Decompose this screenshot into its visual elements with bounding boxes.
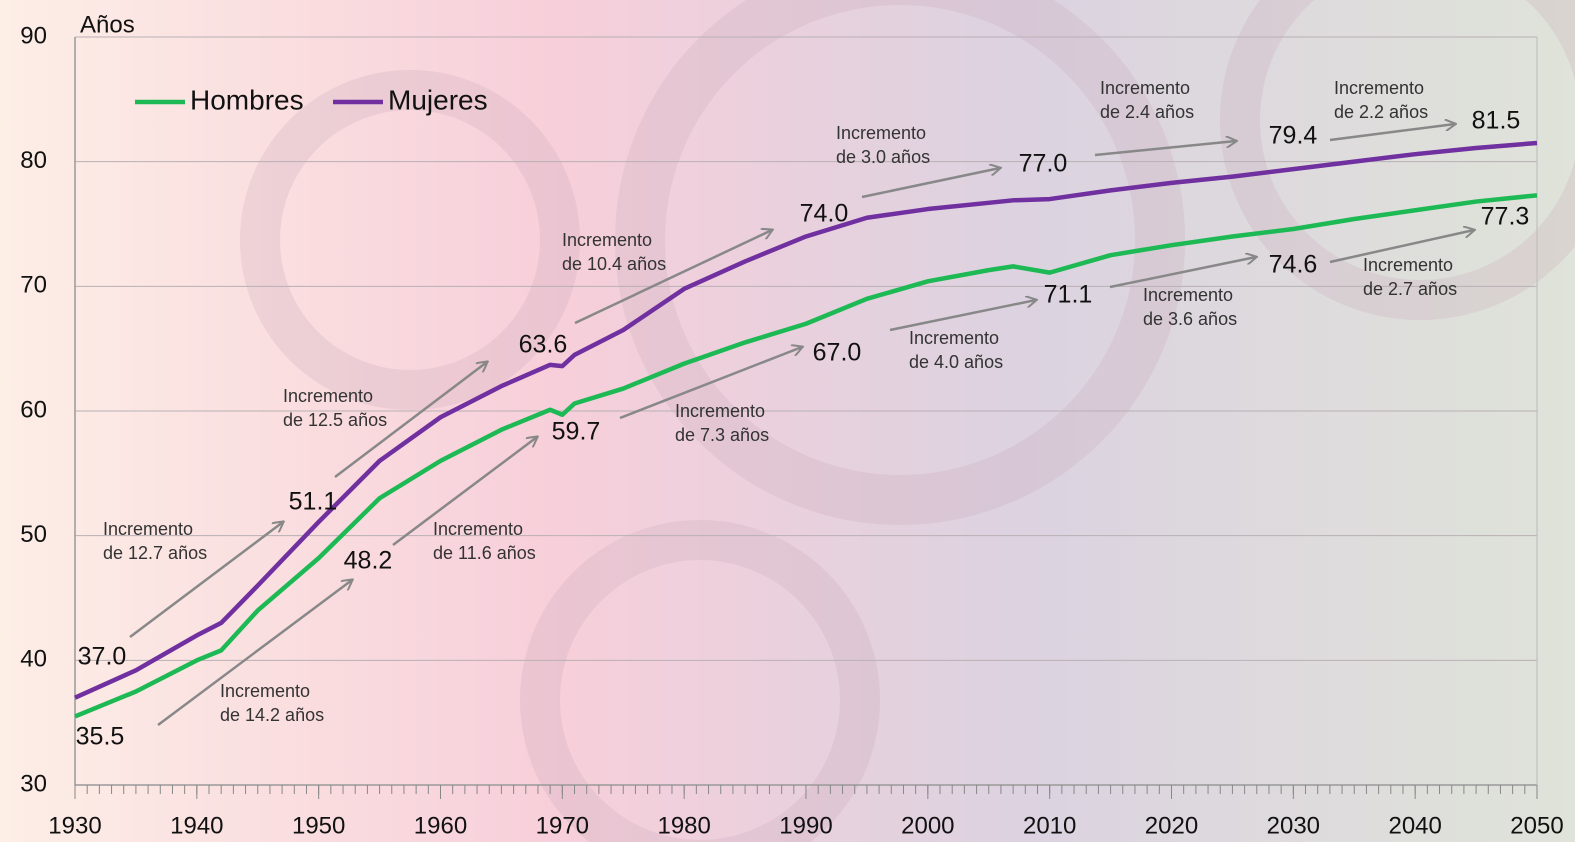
annotation: de 7.3 años xyxy=(675,425,769,445)
annotation: de 4.0 años xyxy=(909,352,1003,372)
gear-decoration xyxy=(240,0,1575,842)
annotation: Incremento xyxy=(1334,78,1424,98)
data-label: 71.1 xyxy=(1044,281,1093,309)
annotation-arrow xyxy=(1109,257,1256,289)
annotation: Incremento xyxy=(909,328,999,348)
annotation: de 2.2 años xyxy=(1334,102,1428,122)
annotation-arrow xyxy=(157,580,352,727)
annotation-arrow xyxy=(392,437,537,546)
legend-label: Hombres xyxy=(190,84,304,115)
annotation: de 2.4 años xyxy=(1100,102,1194,122)
x-tick-label: 1930 xyxy=(48,812,101,839)
annotation-arrow xyxy=(889,300,1036,332)
x-tick-label: 1960 xyxy=(414,812,467,839)
annotation: de 11.6 años xyxy=(433,543,536,563)
annotation: de 10.4 años xyxy=(562,254,666,274)
annotation-arrow xyxy=(1329,230,1474,264)
annotation: Incremento xyxy=(836,123,926,143)
annotation: Incremento xyxy=(103,519,193,539)
data-label: 79.4 xyxy=(1269,122,1318,150)
x-tick-label: 2050 xyxy=(1510,812,1563,839)
annotation: de 3.6 años xyxy=(1143,309,1237,329)
data-label: 51.1 xyxy=(289,488,338,516)
annotation: de 3.0 años xyxy=(836,147,930,167)
y-tick-label: 40 xyxy=(20,646,47,673)
annotation: Incremento xyxy=(675,401,765,421)
x-tick-label: 1950 xyxy=(292,812,345,839)
annotation-arrow xyxy=(1329,124,1455,142)
annotation: Incremento xyxy=(220,681,310,701)
y-tick-label: 50 xyxy=(20,521,47,548)
data-label: 77.0 xyxy=(1019,150,1068,178)
data-label: 77.3 xyxy=(1481,203,1530,231)
y-tick-label: 60 xyxy=(20,396,47,423)
annotation: de 14.2 años xyxy=(220,705,324,725)
y-tick-label: 70 xyxy=(20,272,47,299)
annotation-arrow xyxy=(129,522,283,638)
y-tick-label: 80 xyxy=(20,147,47,174)
x-tick-label: 1970 xyxy=(536,812,589,839)
legend-label: Mujeres xyxy=(388,84,488,115)
x-tick-label: 2020 xyxy=(1145,812,1198,839)
data-label: 81.5 xyxy=(1472,107,1521,135)
y-axis-label: Años xyxy=(80,11,135,38)
y-tick-label: 30 xyxy=(20,770,47,797)
annotation: de 2.7 años xyxy=(1363,279,1457,299)
annotation-arrow xyxy=(334,362,487,478)
annotation: de 12.7 años xyxy=(103,543,207,563)
y-tick-label: 90 xyxy=(20,22,47,49)
line-series xyxy=(74,193,1538,719)
x-tick-label: 2040 xyxy=(1388,812,1441,839)
data-label: 74.0 xyxy=(800,200,849,228)
annotation: de 12.5 años xyxy=(283,410,387,430)
annotation-arrow xyxy=(619,347,802,420)
annotation-arrow xyxy=(1094,141,1236,157)
annotation: Incremento xyxy=(1100,78,1190,98)
annotation: Incremento xyxy=(562,230,652,250)
line-series xyxy=(74,140,1538,700)
legend: Hombres Mujeres xyxy=(135,84,488,115)
annotation-arrow xyxy=(861,168,1000,199)
data-label: 74.6 xyxy=(1269,251,1318,279)
x-tick-label: 2030 xyxy=(1267,812,1320,839)
data-label: 67.0 xyxy=(813,339,862,367)
annotation: Incremento xyxy=(283,386,373,406)
data-label: 35.5 xyxy=(76,723,125,751)
data-label: 63.6 xyxy=(519,331,568,359)
x-tick-label: 1990 xyxy=(779,812,832,839)
x-tick-label: 1940 xyxy=(170,812,223,839)
x-tick-label: 1980 xyxy=(657,812,710,839)
data-label: 59.7 xyxy=(552,418,601,446)
annotation: Incremento xyxy=(433,519,523,539)
x-tick-label: 2000 xyxy=(901,812,954,839)
x-tick-label: 2010 xyxy=(1023,812,1076,839)
annotation: Incremento xyxy=(1363,255,1453,275)
data-label: 48.2 xyxy=(344,547,393,575)
data-label: 37.0 xyxy=(78,643,127,671)
annotation: Incremento xyxy=(1143,285,1233,305)
annotation-arrow xyxy=(574,230,772,325)
